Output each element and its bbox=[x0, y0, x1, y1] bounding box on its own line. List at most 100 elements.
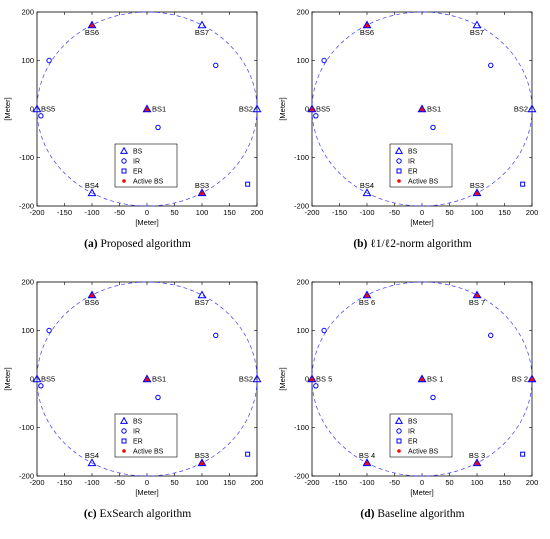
bs-marker bbox=[87, 188, 97, 197]
ir-marker bbox=[155, 124, 161, 131]
x-tick-label: -50 bbox=[389, 208, 400, 217]
bs-marker bbox=[197, 20, 207, 29]
bs-label: BS7 bbox=[470, 28, 484, 37]
ir-marker bbox=[38, 383, 44, 389]
x-tick-label: -100 bbox=[359, 478, 374, 487]
x-axis-label: [Meter] bbox=[135, 488, 158, 497]
legend-entry: Active BS bbox=[133, 449, 164, 456]
active-bs-marker bbox=[310, 377, 314, 382]
legend-entry: ER bbox=[133, 169, 143, 176]
scatter-chart-b: -200 -150 -100 -50 0 50 100 150 200 -200 -100 0 100 2… bbox=[278, 8, 538, 228]
coverage-circle bbox=[36, 11, 258, 207]
active-bs-marker bbox=[310, 107, 314, 112]
bs-label: BS6 bbox=[360, 28, 374, 37]
active-bs-marker bbox=[365, 23, 369, 28]
active-bs-marker bbox=[145, 107, 149, 112]
y-tick-label: 0 bbox=[305, 375, 309, 384]
er-marker bbox=[245, 451, 251, 457]
legend-ir-marker bbox=[121, 158, 127, 164]
ir-marker bbox=[213, 62, 219, 69]
er-marker bbox=[520, 181, 526, 187]
x-tick-label: 200 bbox=[251, 478, 264, 487]
x-tick-label: 100 bbox=[196, 208, 209, 217]
active-bs-marker bbox=[90, 23, 94, 28]
legend-bs-marker bbox=[394, 416, 404, 424]
y-axis-label: [Meter] bbox=[3, 97, 12, 120]
legend-active-marker bbox=[122, 179, 126, 183]
caption-b-text: ℓ1/ℓ2-norm algorithm bbox=[370, 238, 472, 250]
bs-label: BS2 bbox=[514, 105, 528, 114]
y-tick-label: 0 bbox=[305, 105, 309, 114]
scatter-chart-a: -200 -150 -100 -50 0 50 100 150 200 -200 -100 0 100 2… bbox=[3, 8, 263, 228]
x-tick-label: -50 bbox=[114, 208, 125, 217]
bs-marker bbox=[32, 374, 42, 383]
coverage-circle bbox=[36, 281, 258, 477]
legend-er-marker bbox=[396, 168, 402, 174]
legend-bs-marker bbox=[119, 146, 129, 154]
x-axis-label: [Meter] bbox=[135, 218, 158, 227]
ir-marker bbox=[313, 383, 319, 389]
legend-er-marker bbox=[121, 438, 127, 444]
x-tick-label: -50 bbox=[114, 478, 125, 487]
y-tick-label: 100 bbox=[21, 56, 34, 65]
ir-marker bbox=[488, 332, 494, 339]
ir-marker bbox=[46, 57, 52, 64]
y-tick-label: -200 bbox=[294, 202, 309, 211]
x-axis-label: [Meter] bbox=[410, 218, 433, 227]
y-tick-label: 0 bbox=[30, 375, 34, 384]
y-axis-label: [Meter] bbox=[3, 367, 12, 390]
bs-label: BS 7 bbox=[469, 298, 485, 307]
legend-active-marker bbox=[397, 179, 401, 183]
bs-label: BS3 bbox=[195, 451, 209, 460]
bs-marker bbox=[32, 104, 42, 113]
legend-entry: IR bbox=[408, 429, 415, 436]
active-bs-marker bbox=[530, 377, 534, 382]
scatter-chart-c: -200 -150 -100 -50 0 50 100 150 200 -200 -100 0 100 2… bbox=[3, 278, 264, 498]
x-tick-label: -100 bbox=[359, 208, 374, 217]
legend-er-marker bbox=[396, 438, 402, 444]
caption-c-label: (c) bbox=[83, 508, 97, 520]
bs-label: BS5 bbox=[316, 105, 330, 114]
bs-marker bbox=[252, 104, 262, 113]
bs-marker bbox=[362, 188, 372, 197]
y-tick-label: 100 bbox=[296, 56, 309, 65]
legend-entry: BS bbox=[408, 149, 418, 156]
y-tick-label: -200 bbox=[19, 202, 34, 211]
ir-marker bbox=[38, 113, 44, 119]
bs-label: BS4 bbox=[85, 451, 99, 460]
y-tick-label: -200 bbox=[19, 472, 34, 481]
x-tick-label: 50 bbox=[445, 208, 453, 217]
bs-label: BS7 bbox=[195, 298, 209, 307]
legend-entry: BS bbox=[133, 149, 143, 156]
bs-label: BS5 bbox=[41, 375, 55, 384]
y-axis-label: [Meter] bbox=[278, 367, 287, 390]
y-tick-label: -100 bbox=[19, 423, 34, 432]
er-marker bbox=[245, 181, 251, 187]
caption-a: (a) Proposed algorithm bbox=[0, 238, 275, 250]
bs-label: BS3 bbox=[470, 181, 484, 190]
y-tick-label: -100 bbox=[294, 423, 309, 432]
x-tick-label: 150 bbox=[223, 208, 236, 217]
bs-label: BS2 bbox=[239, 375, 253, 384]
bs-marker bbox=[87, 458, 97, 467]
ir-marker bbox=[321, 57, 327, 64]
y-tick-label: -100 bbox=[19, 153, 34, 162]
x-tick-label: 150 bbox=[223, 478, 236, 487]
y-tick-label: 100 bbox=[296, 326, 309, 335]
x-tick-label: -150 bbox=[57, 208, 72, 217]
y-tick-label: 0 bbox=[30, 105, 34, 114]
ir-marker bbox=[313, 113, 319, 119]
y-tick-label: -200 bbox=[294, 472, 309, 481]
bs-label: BS 3 bbox=[469, 451, 485, 460]
bs-label: BS 6 bbox=[359, 298, 375, 307]
active-bs-marker bbox=[145, 377, 149, 382]
bs-label: BS 5 bbox=[316, 375, 332, 384]
x-tick-label: -150 bbox=[332, 208, 347, 217]
caption-d-label: (d) bbox=[360, 508, 375, 520]
active-bs-marker bbox=[475, 461, 479, 466]
legend-active-marker bbox=[122, 449, 126, 453]
bs-label: BS4 bbox=[360, 181, 374, 190]
legend-entry: Active BS bbox=[408, 449, 439, 456]
y-tick-label: 200 bbox=[21, 8, 34, 17]
legend-entry: ER bbox=[408, 439, 418, 446]
